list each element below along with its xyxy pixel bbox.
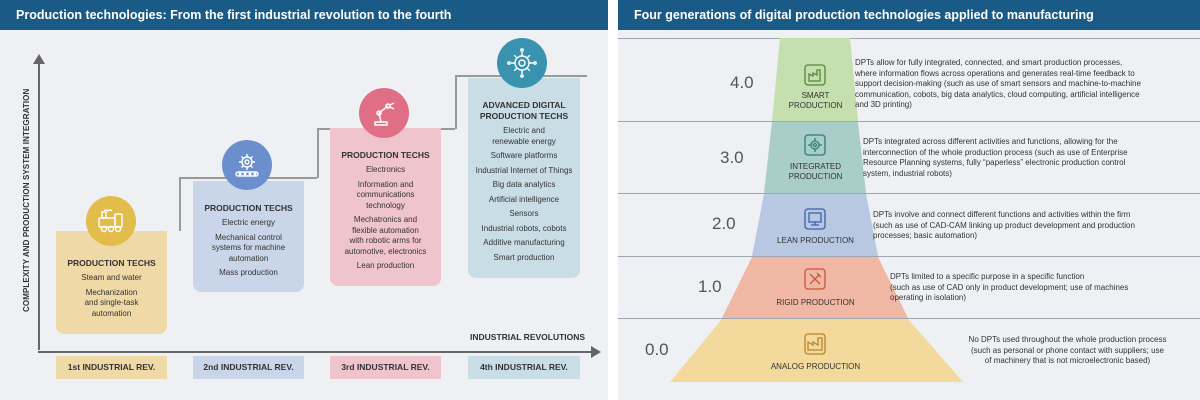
step-line [179, 177, 181, 231]
level-number: 0.0 [645, 340, 669, 359]
right-panel-title: Four generations of digital production t… [618, 0, 1200, 30]
column-item: Steam and water [81, 273, 142, 282]
column-item: Sensors [509, 209, 539, 218]
column-2nd-revolution: PRODUCTION TECHS Electric energy Mechani… [193, 181, 304, 292]
column-item: Electronics [365, 165, 406, 174]
column-item: Mechatronics and flexible automation wit… [344, 215, 427, 256]
step-line [317, 128, 319, 178]
column-item: Additive manufacturing [483, 238, 565, 247]
x-axis-arrow [591, 346, 601, 358]
column-item: Smart production [493, 252, 555, 262]
robotic-arm-icon [359, 88, 409, 138]
rigid-tools-icon [804, 268, 826, 290]
y-axis-label: COMPLEXITY AND PRODUCTION SYSTEM INTEGRA… [22, 88, 31, 312]
column-item: Software platforms [490, 151, 558, 160]
column-item: Artificial intelligence [488, 194, 560, 204]
smart-factory-icon [804, 64, 826, 86]
integrated-gear-icon [804, 134, 826, 156]
lean-monitor-icon [804, 208, 826, 230]
column-4th-revolution: ADVANCED DIGITAL PRODUCTION TECHS Electr… [468, 78, 580, 278]
right-panel: Four generations of digital production t… [618, 0, 1200, 400]
row-separator [618, 38, 1200, 39]
row-separator [618, 256, 1200, 257]
revolution-label-1st: 1st INDUSTRIAL REV. [56, 356, 167, 379]
pyramid [670, 38, 963, 382]
column-item: Big data analytics [492, 180, 556, 189]
column-title: PRODUCTION TECHS [67, 258, 156, 268]
y-axis [38, 60, 40, 350]
left-panel-title: Production technologies: From the first … [0, 0, 608, 30]
column-item: Electric energy [222, 218, 275, 227]
tier-label-integrated: INTEGRATED PRODUCTION [788, 162, 843, 181]
column-item: Mass production [219, 268, 278, 277]
pyramid-tier-rigid [722, 257, 908, 318]
revolution-label-3rd: 3rd INDUSTRIAL REV. [330, 356, 441, 379]
steam-train-icon [86, 196, 136, 246]
tier-description-rigid: DPTs limited to a specific purpose in a … [890, 272, 1129, 302]
tier-description-lean: DPTs involve and connect different funct… [873, 210, 1135, 240]
column-item: Mechanization and single-task automation [84, 287, 139, 318]
step-line [455, 75, 457, 129]
gear-conveyor-icon [222, 140, 272, 190]
level-number: 3.0 [720, 148, 744, 167]
column-title: PRODUCTION TECHS [204, 203, 293, 213]
tier-description-integrated: DPTs integrated across different activit… [863, 137, 1128, 178]
tier-label-smart: SMART PRODUCTION [788, 91, 843, 110]
column-item: Information and communications technolog… [356, 179, 415, 210]
tier-description-smart: DPTs allow for fully integrated, connect… [855, 58, 1141, 109]
column-title: ADVANCED DIGITAL PRODUCTION TECHS [479, 100, 569, 121]
column-item: Industrial robots, cobots [481, 223, 567, 233]
column-item: Industrial Internet of Things [475, 165, 573, 175]
pyramid-tier-smart [772, 38, 858, 121]
row-separator [618, 121, 1200, 122]
column-item: Mechanical control systems for machine a… [211, 232, 286, 263]
column-item: Electric and renewable energy [492, 126, 556, 146]
pyramid-tier-integrated [764, 122, 866, 193]
revolution-label-4th: 4th INDUSTRIAL REV. [468, 356, 580, 379]
x-axis [38, 351, 593, 353]
left-panel: Production technologies: From the first … [0, 0, 608, 400]
row-separator [618, 193, 1200, 194]
level-number: 1.0 [698, 277, 722, 296]
level-number: 2.0 [712, 214, 736, 233]
column-3rd-revolution: PRODUCTION TECHS Electronics Information… [330, 128, 441, 286]
tier-label-analog: ANALOG PRODUCTION [770, 362, 861, 371]
column-item: Lean production [356, 261, 415, 270]
x-axis-label: INDUSTRIAL REVOLUTIONS [470, 332, 586, 342]
tier-label-lean: LEAN PRODUCTION [777, 236, 854, 245]
tier-label-rigid: RIGID PRODUCTION [776, 298, 855, 307]
row-separator [618, 318, 1200, 319]
digital-gear-icon [497, 38, 547, 88]
revolution-label-2nd: 2nd INDUSTRIAL REV. [193, 356, 304, 379]
column-title: PRODUCTION TECHS [341, 150, 430, 160]
analog-factory-icon [804, 333, 826, 355]
column-1st-revolution: PRODUCTION TECHS Steam and water Mechani… [56, 231, 167, 334]
tier-description-analog: No DPTs used throughout the whole produc… [968, 335, 1167, 365]
y-axis-arrow [33, 54, 45, 64]
level-number: 4.0 [730, 73, 754, 92]
